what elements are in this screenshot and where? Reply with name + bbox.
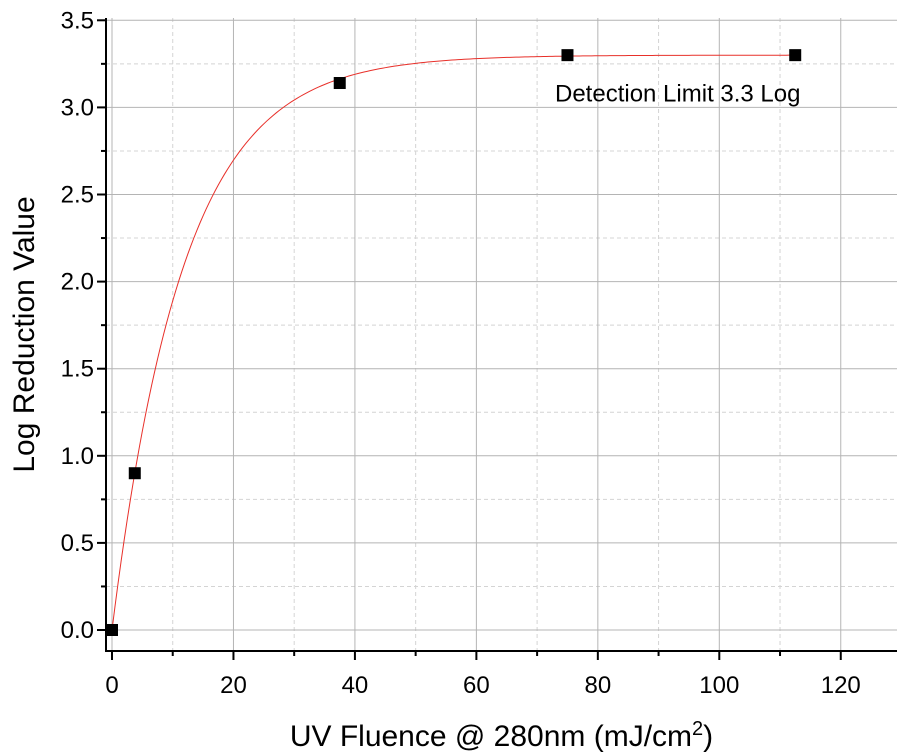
y-tick-label: 2.5 xyxy=(61,182,94,209)
x-axis-title-suffix: ) xyxy=(703,720,713,753)
data-point xyxy=(561,49,574,62)
x-axis-title-main: UV Fluence @ 280nm (mJ/cm xyxy=(290,720,692,753)
data-point xyxy=(128,467,141,480)
y-tick-label: 0.0 xyxy=(61,617,94,644)
grid xyxy=(106,18,897,651)
y-tick-label: 3.5 xyxy=(61,7,94,34)
fit-curve xyxy=(111,54,796,631)
x-axis-title: UV Fluence @ 280nm (mJ/cm2) xyxy=(290,718,713,753)
y-tick-label: 1.5 xyxy=(61,356,94,383)
tick-labels: 0 20 40 60 80 100 120 0.0 0.5 1.0 1.5 2.0 2.5 3.0 3.5 xyxy=(61,7,861,699)
y-tick-label: 1.0 xyxy=(61,443,94,470)
detection-limit-annotation: Detection Limit 3.3 Log xyxy=(555,80,800,107)
x-tick-label: 0 xyxy=(105,672,118,699)
y-tick-label: 2.0 xyxy=(61,269,94,296)
data-point xyxy=(106,624,118,636)
x-tick-label: 60 xyxy=(463,672,490,699)
x-tick-label: 120 xyxy=(821,672,861,699)
ticks xyxy=(97,19,842,660)
x-tick-label: 100 xyxy=(699,672,739,699)
x-tick-label: 80 xyxy=(584,672,611,699)
data-point xyxy=(789,49,802,62)
y-axis-title: Log Reduction Value xyxy=(8,196,41,472)
y-tick-label: 0.5 xyxy=(61,530,94,557)
x-tick-label: 20 xyxy=(220,672,247,699)
data-points xyxy=(106,49,802,636)
x-tick-label: 40 xyxy=(342,672,369,699)
x-axis-title-superscript: 2 xyxy=(692,718,703,740)
data-point xyxy=(333,77,346,90)
axes xyxy=(105,18,897,652)
y-tick-label: 3.0 xyxy=(61,94,94,121)
